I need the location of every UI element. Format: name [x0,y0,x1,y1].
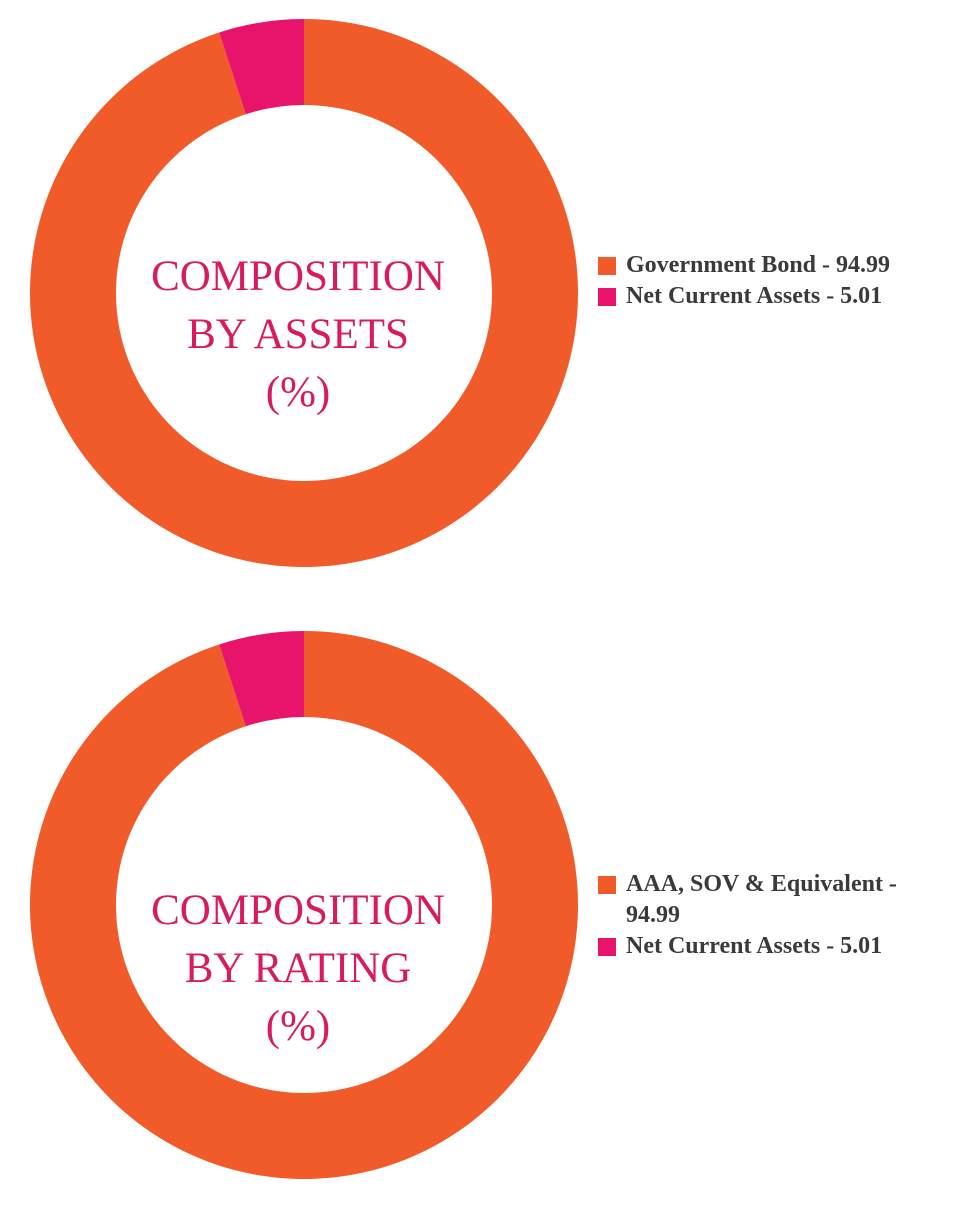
assets-legend: Government Bond - 94.99 Net Current Asse… [598,250,968,312]
assets-title-line-2: BY ASSETS [187,311,409,358]
legend-swatch [598,257,616,275]
rating-composition-chart: COMPOSITION BY RATING (%) AAA, SOV & Equ… [0,612,977,1224]
legend-item: Net Current Assets - 5.01 [598,931,948,962]
legend-label: Net Current Assets - 5.01 [626,283,883,309]
legend-item: AAA, SOV & Equivalent - 94.99 [598,869,948,931]
donut-slice-net-current-assets [219,19,304,115]
assets-title-line-1: COMPOSITION [151,253,445,300]
rating-donut [29,631,578,1179]
legend-swatch [598,938,616,956]
rating-legend: AAA, SOV & Equivalent - 94.99 Net Curren… [598,869,948,962]
rating-title-line-1: COMPOSITION [151,887,445,934]
legend-swatch [598,288,616,306]
rating-chart-title: COMPOSITION BY RATING (%) [128,882,468,1056]
legend-item: Net Current Assets - 5.01 [598,281,968,312]
rating-title-line-2: BY RATING [184,945,412,992]
legend-label: Net Current Assets - 5.01 [626,933,883,959]
legend-label: AAA, SOV & Equivalent - 94.99 [626,871,897,928]
rating-title-line-3: (%) [265,1003,331,1050]
donut-slice-aaa-sov-equivalent [29,631,578,1179]
assets-chart-title: COMPOSITION BY ASSETS (%) [128,248,468,422]
donut-slice-government-bond [29,19,578,567]
legend-label: Government Bond - 94.99 [626,252,890,278]
legend-swatch [598,876,616,894]
assets-donut [29,19,578,567]
assets-title-line-3: (%) [265,369,331,416]
assets-composition-chart: COMPOSITION BY ASSETS (%) Government Bon… [29,19,968,567]
legend-item: Government Bond - 94.99 [598,250,968,281]
donut-slice-net-current-assets [219,631,304,727]
